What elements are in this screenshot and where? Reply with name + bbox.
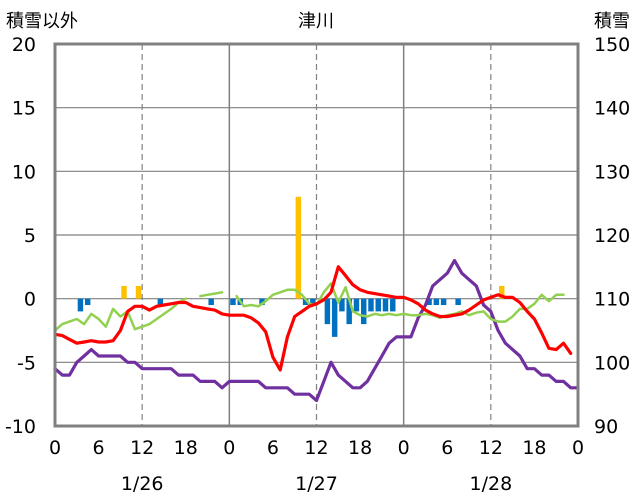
snow_change-bar (360, 298, 367, 325)
chart-title: 津川 (298, 11, 334, 32)
x-date-label: 1/27 (295, 473, 338, 495)
right-tick-label: 90 (594, 416, 618, 438)
humidity_like-line (53, 282, 565, 332)
right-tick-label: 100 (594, 352, 630, 374)
snow_change-bar (208, 298, 214, 306)
precipitation-bar (499, 285, 505, 299)
snow_change-bar (331, 298, 338, 337)
snow_change-bar (339, 298, 345, 312)
x-date-label: 1/28 (469, 473, 512, 495)
snow_change-bar (353, 298, 360, 312)
right-axis-label: 積雪 (594, 11, 630, 32)
snow_change-bar (390, 298, 396, 312)
x-hour-tick-label: 12 (130, 437, 154, 459)
x-hour-tick-label: 18 (174, 437, 198, 459)
snow_change-bar (455, 298, 461, 306)
left-axis-label: 積雪以外 (6, 11, 78, 32)
snow_change-bar (324, 298, 331, 325)
left-tick-label: 15 (12, 98, 36, 120)
x-hour-tick-label: 0 (223, 437, 235, 459)
right-tick-label: 130 (594, 161, 630, 183)
x-hour-tick-label: 12 (479, 437, 503, 459)
x-hour-tick-label: 0 (49, 437, 61, 459)
line-series (53, 258, 580, 403)
right-tick-label: 110 (594, 289, 630, 311)
left-tick-label: 20 (12, 34, 36, 56)
left-tick-label: 0 (24, 289, 36, 311)
x-hour-tick-label: 6 (441, 437, 453, 459)
x-hour-tick-label: 0 (398, 437, 410, 459)
snow_change-bar (302, 298, 309, 306)
snow_change-bar (230, 298, 236, 306)
left-tick-label: 5 (24, 225, 36, 247)
snow_change-bar (84, 298, 91, 306)
snow_change-bar (375, 298, 381, 312)
snow_change-bar (382, 298, 389, 312)
x-hour-tick-label: 6 (93, 437, 105, 459)
snow_change-bar (157, 298, 164, 306)
left-tick-label: -5 (17, 352, 36, 374)
temperature-line (53, 265, 573, 372)
x-hour-tick-label: 6 (267, 437, 279, 459)
right-tick-label: 150 (594, 34, 630, 56)
left-tick-label: -10 (5, 416, 36, 438)
left-tick-label: 10 (12, 161, 36, 183)
x-hour-tick-label: 18 (348, 437, 372, 459)
precipitation-bar (121, 285, 127, 299)
right-tick-label: 120 (594, 225, 630, 247)
snow_change-bar (259, 298, 265, 306)
x-hour-tick-label: 18 (522, 437, 546, 459)
snow_change-bar (310, 298, 316, 306)
x-date-label: 1/26 (121, 473, 164, 495)
snow_change-bar (426, 298, 432, 306)
bar-series (77, 196, 505, 337)
snow_change-bar (368, 298, 374, 312)
axes (53, 42, 580, 428)
snow_depth-line (53, 258, 580, 403)
right-tick-label: 140 (594, 98, 630, 120)
snow_change-bar (433, 298, 440, 306)
precipitation-bar (135, 285, 142, 299)
x-hour-tick-label: 12 (304, 437, 328, 459)
snow_change-bar (440, 298, 447, 306)
snow_change-bar (77, 298, 84, 312)
x-hour-tick-label: 0 (572, 437, 584, 459)
grid-lines (55, 44, 578, 426)
precipitation-bar (295, 196, 302, 299)
plot-frame (53, 42, 580, 428)
snow_change-bar (346, 298, 352, 325)
